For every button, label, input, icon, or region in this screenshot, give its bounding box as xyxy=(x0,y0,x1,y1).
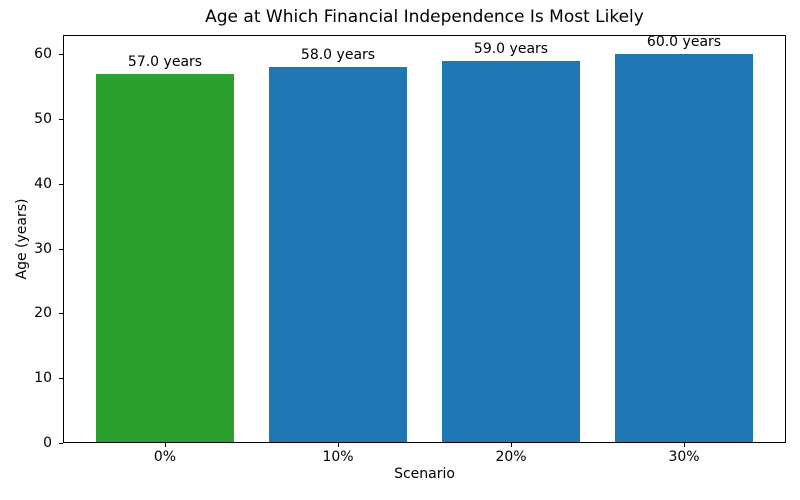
x-tick-mark xyxy=(338,443,339,447)
bar xyxy=(615,54,753,443)
y-tick-label: 10 xyxy=(34,370,52,386)
bar-value-label: 59.0 years xyxy=(473,41,549,57)
y-tick-label: 30 xyxy=(34,241,52,257)
x-tick-label: 20% xyxy=(495,449,527,465)
x-tick-mark xyxy=(511,443,512,447)
y-tick-mark xyxy=(59,119,63,120)
x-tick-label: 10% xyxy=(322,449,354,465)
x-axis-label: Scenario xyxy=(394,466,455,482)
y-tick-label: 50 xyxy=(34,111,52,127)
y-tick-mark xyxy=(59,313,63,314)
y-tick-mark xyxy=(59,443,63,444)
bar-value-label: 58.0 years xyxy=(300,47,376,63)
y-tick-label: 20 xyxy=(34,305,52,321)
y-axis-label: Age (years) xyxy=(14,198,30,280)
x-tick-mark xyxy=(684,443,685,447)
bar xyxy=(96,74,234,443)
chart-title: Age at Which Financial Independence Is M… xyxy=(205,7,644,27)
y-tick-mark xyxy=(59,249,63,250)
y-tick-mark xyxy=(59,54,63,55)
bar xyxy=(269,67,407,443)
y-tick-mark xyxy=(59,378,63,379)
bar xyxy=(442,61,580,443)
y-tick-label: 40 xyxy=(34,176,52,192)
y-tick-label: 0 xyxy=(43,435,52,451)
plot-area xyxy=(63,35,786,443)
x-tick-label: 30% xyxy=(668,449,700,465)
bar-value-label: 60.0 years xyxy=(646,34,722,50)
y-tick-label: 60 xyxy=(34,46,52,62)
x-tick-label: 0% xyxy=(153,449,177,465)
bar-value-label: 57.0 years xyxy=(127,54,203,70)
y-tick-mark xyxy=(59,184,63,185)
x-tick-mark xyxy=(165,443,166,447)
